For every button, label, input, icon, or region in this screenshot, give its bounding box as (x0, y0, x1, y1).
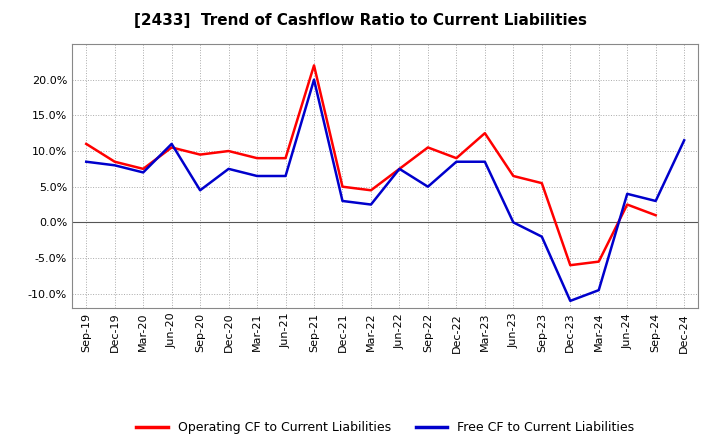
Free CF to Current Liabilities (82, 159, 91, 165)
Legend: Operating CF to Current Liabilities, Free CF to Current Liabilities: Operating CF to Current Liabilities, Fre… (131, 416, 639, 439)
Text: [2433]  Trend of Cashflow Ratio to Current Liabilities: [2433] Trend of Cashflow Ratio to Curren… (133, 13, 587, 28)
Operating CF to Current Liabilities (595, 259, 603, 264)
Operating CF to Current Liabilities (253, 155, 261, 161)
Free CF to Current Liabilities (282, 173, 290, 179)
Operating CF to Current Liabilities (110, 159, 119, 165)
Operating CF to Current Liabilities (423, 145, 432, 150)
Free CF to Current Liabilities (310, 77, 318, 82)
Operating CF to Current Liabilities (480, 131, 489, 136)
Free CF to Current Liabilities (110, 163, 119, 168)
Free CF to Current Liabilities (480, 159, 489, 165)
Free CF to Current Liabilities (595, 287, 603, 293)
Free CF to Current Liabilities (423, 184, 432, 189)
Line: Operating CF to Current Liabilities: Operating CF to Current Liabilities (86, 66, 656, 265)
Free CF to Current Liabilities (566, 298, 575, 304)
Operating CF to Current Liabilities (82, 141, 91, 147)
Operating CF to Current Liabilities (452, 155, 461, 161)
Operating CF to Current Liabilities (652, 213, 660, 218)
Operating CF to Current Liabilities (395, 166, 404, 172)
Free CF to Current Liabilities (395, 166, 404, 172)
Free CF to Current Liabilities (167, 141, 176, 147)
Free CF to Current Liabilities (366, 202, 375, 207)
Free CF to Current Liabilities (680, 138, 688, 143)
Operating CF to Current Liabilities (225, 148, 233, 154)
Free CF to Current Liabilities (623, 191, 631, 197)
Line: Free CF to Current Liabilities: Free CF to Current Liabilities (86, 80, 684, 301)
Operating CF to Current Liabilities (366, 187, 375, 193)
Free CF to Current Liabilities (225, 166, 233, 172)
Operating CF to Current Liabilities (167, 145, 176, 150)
Operating CF to Current Liabilities (537, 180, 546, 186)
Free CF to Current Liabilities (509, 220, 518, 225)
Operating CF to Current Liabilities (282, 155, 290, 161)
Operating CF to Current Liabilities (509, 173, 518, 179)
Operating CF to Current Liabilities (566, 263, 575, 268)
Operating CF to Current Liabilities (623, 202, 631, 207)
Operating CF to Current Liabilities (338, 184, 347, 189)
Free CF to Current Liabilities (652, 198, 660, 204)
Free CF to Current Liabilities (452, 159, 461, 165)
Operating CF to Current Liabilities (196, 152, 204, 157)
Free CF to Current Liabilities (537, 234, 546, 239)
Operating CF to Current Liabilities (310, 63, 318, 68)
Free CF to Current Liabilities (253, 173, 261, 179)
Free CF to Current Liabilities (196, 187, 204, 193)
Free CF to Current Liabilities (338, 198, 347, 204)
Free CF to Current Liabilities (139, 170, 148, 175)
Operating CF to Current Liabilities (139, 166, 148, 172)
